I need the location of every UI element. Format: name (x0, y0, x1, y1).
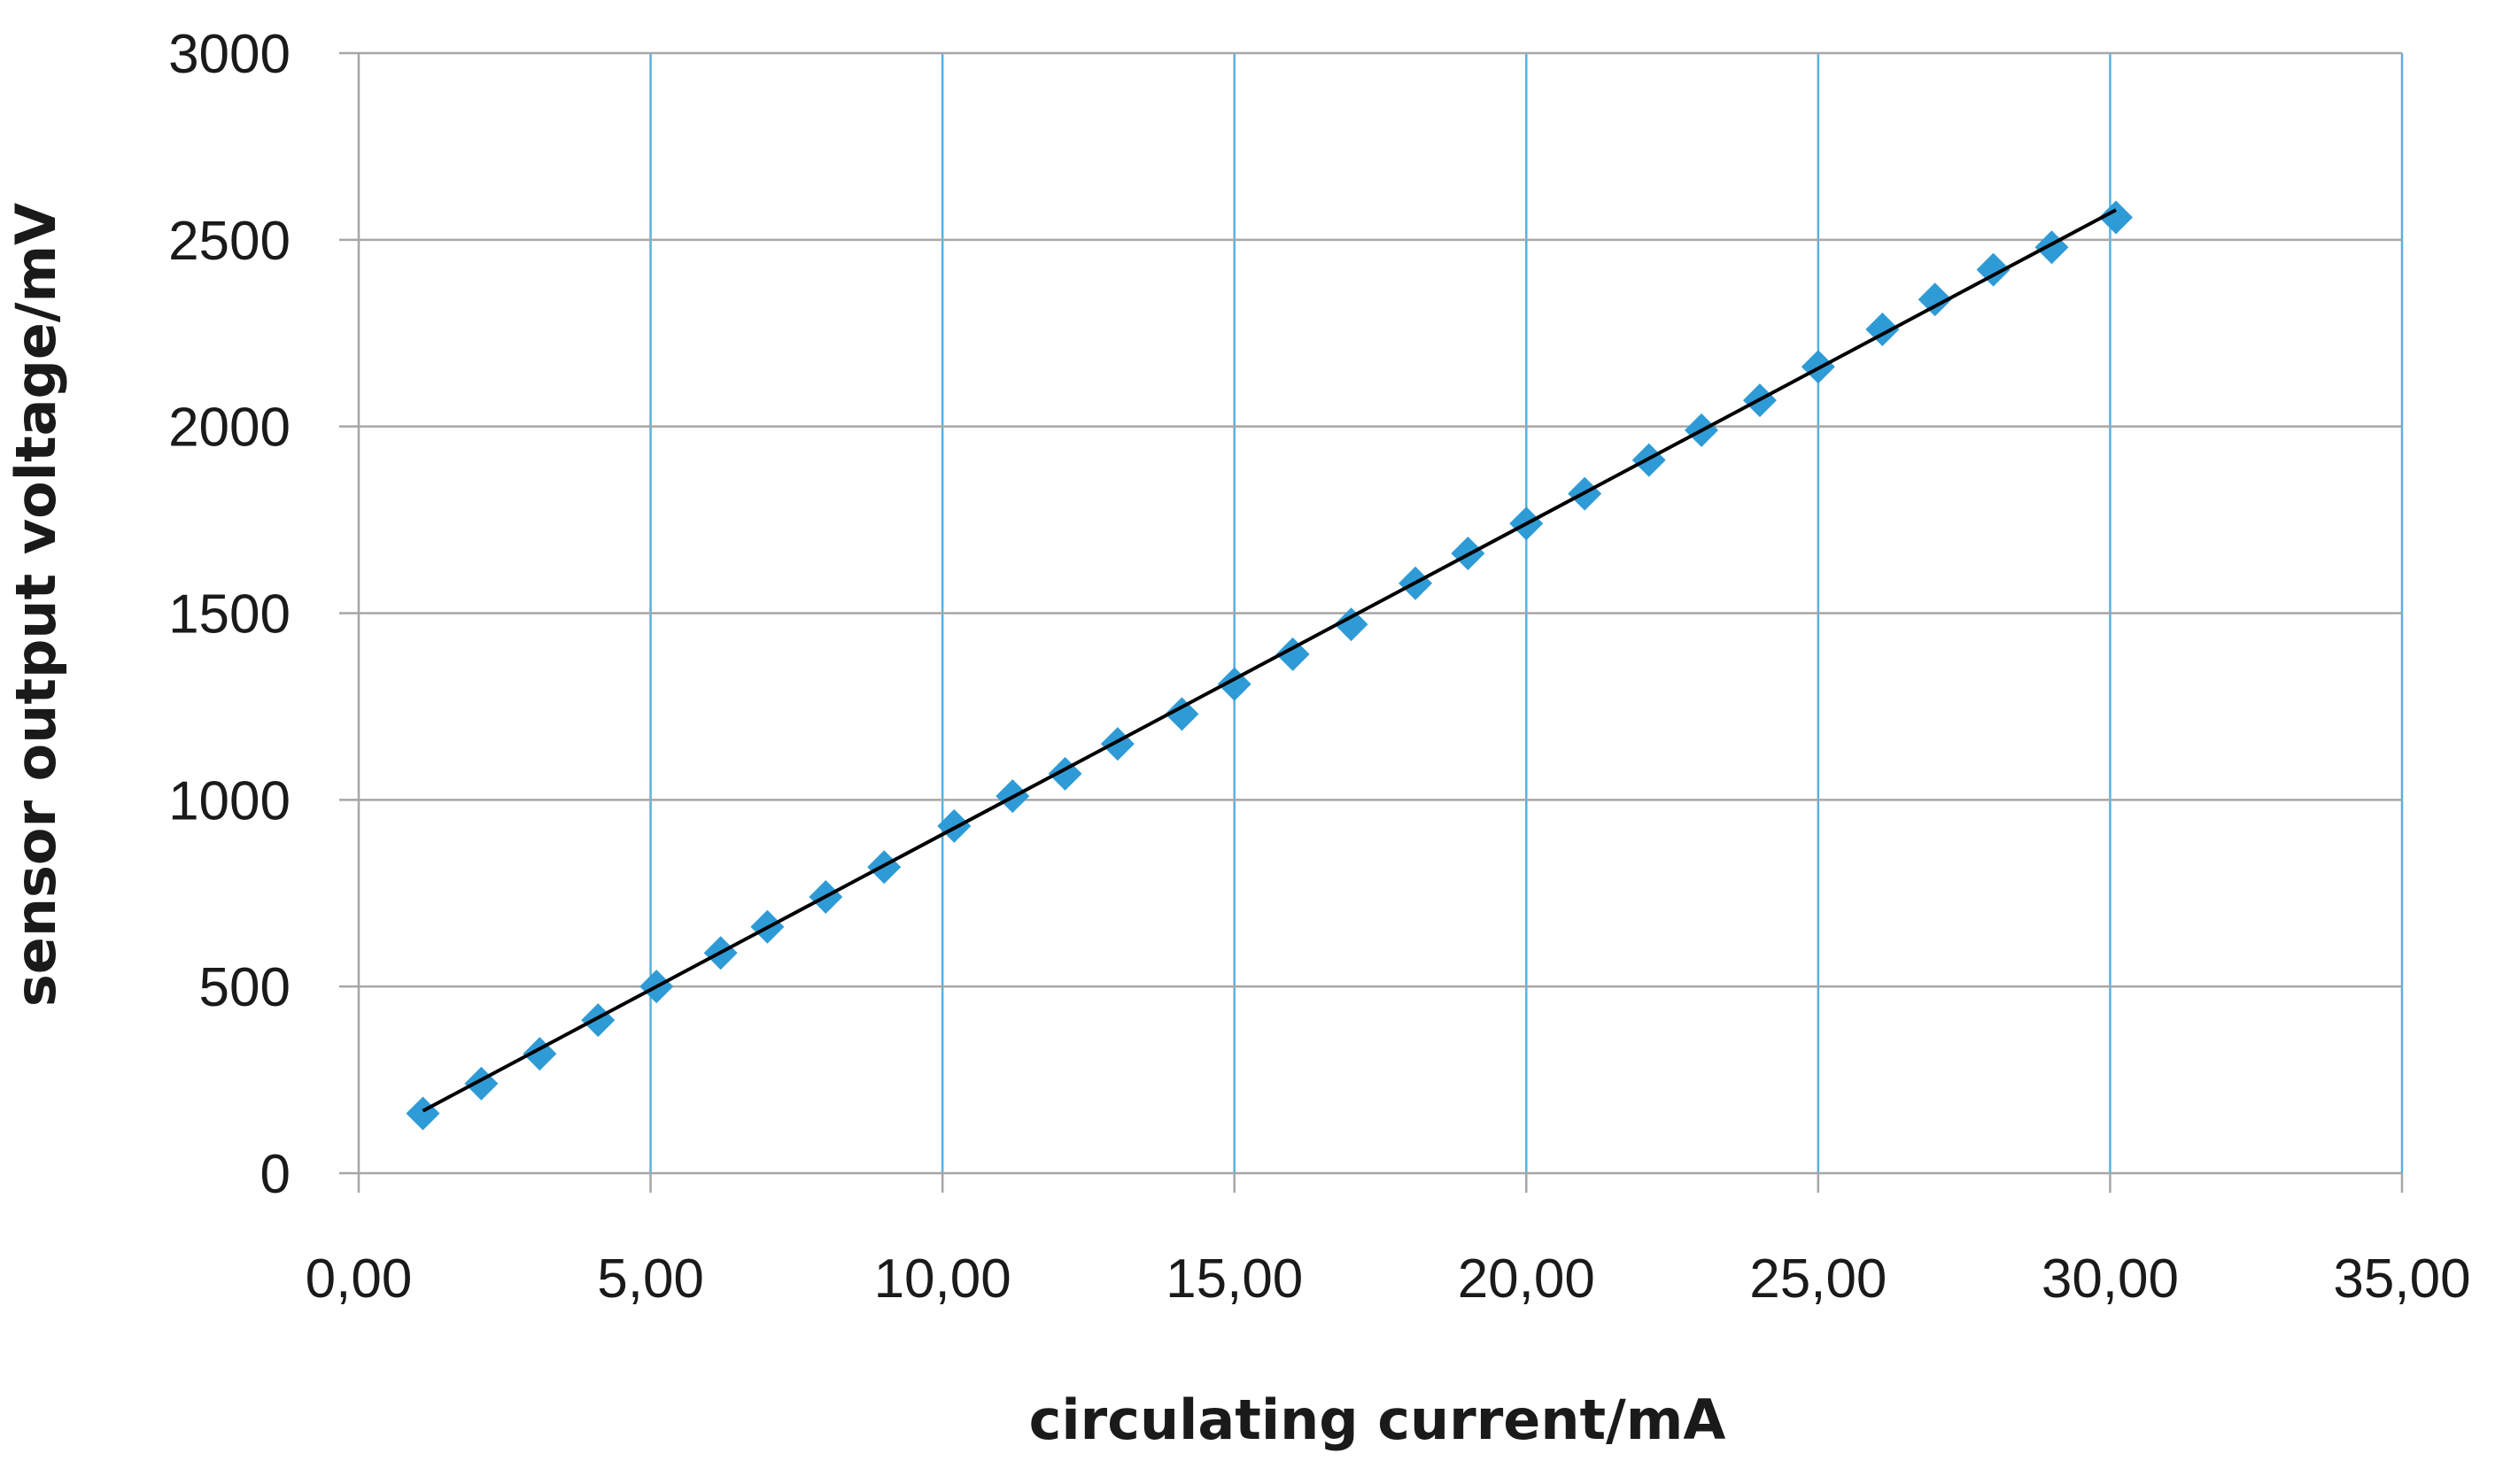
x-tick-label: 0,00 (306, 1248, 413, 1310)
y-tick-label: 1500 (168, 584, 291, 645)
y-tick-label: 2500 (168, 211, 291, 272)
y-axis-title: sensor output voltage/mV (4, 203, 68, 1007)
data-point (2034, 230, 2069, 265)
x-tick-labels: 0,00 5,00 10,00 15,00 20,00 25,00 30,00 35,00 (306, 1248, 2471, 1310)
y-tick-label: 500 (199, 957, 291, 1018)
data-point (581, 1003, 616, 1038)
x-tick-label: 30,00 (2042, 1248, 2179, 1310)
x-tick-label: 5,00 (597, 1248, 704, 1310)
data-point (2099, 200, 2134, 235)
data-point (1334, 607, 1368, 642)
data-point (406, 1096, 440, 1131)
trendline (422, 208, 2117, 1113)
data-point (1165, 697, 1199, 731)
y-tick-label: 1000 (168, 770, 291, 831)
trendline-group (422, 208, 2117, 1113)
axes (339, 53, 2404, 1193)
y-tick-label: 0 (260, 1144, 291, 1205)
x-tick-label: 25,00 (1749, 1248, 1887, 1310)
data-point (1275, 637, 1310, 671)
x-tick-label: 10,00 (874, 1248, 1011, 1310)
y-tick-label: 3000 (168, 24, 291, 85)
horizontal-gridlines (339, 51, 2402, 988)
y-tick-label: 2000 (168, 398, 291, 459)
x-tick-label: 35,00 (2333, 1248, 2470, 1310)
y-tick-labels: 0 500 1000 1500 2000 2500 3000 (168, 24, 291, 1205)
x-tick-label: 20,00 (1458, 1248, 1595, 1310)
x-axis-title: circulating current/mA (1029, 1387, 1726, 1452)
data-point (1918, 282, 1952, 317)
data-point (1100, 727, 1135, 761)
x-tick-label: 15,00 (1166, 1248, 1303, 1310)
